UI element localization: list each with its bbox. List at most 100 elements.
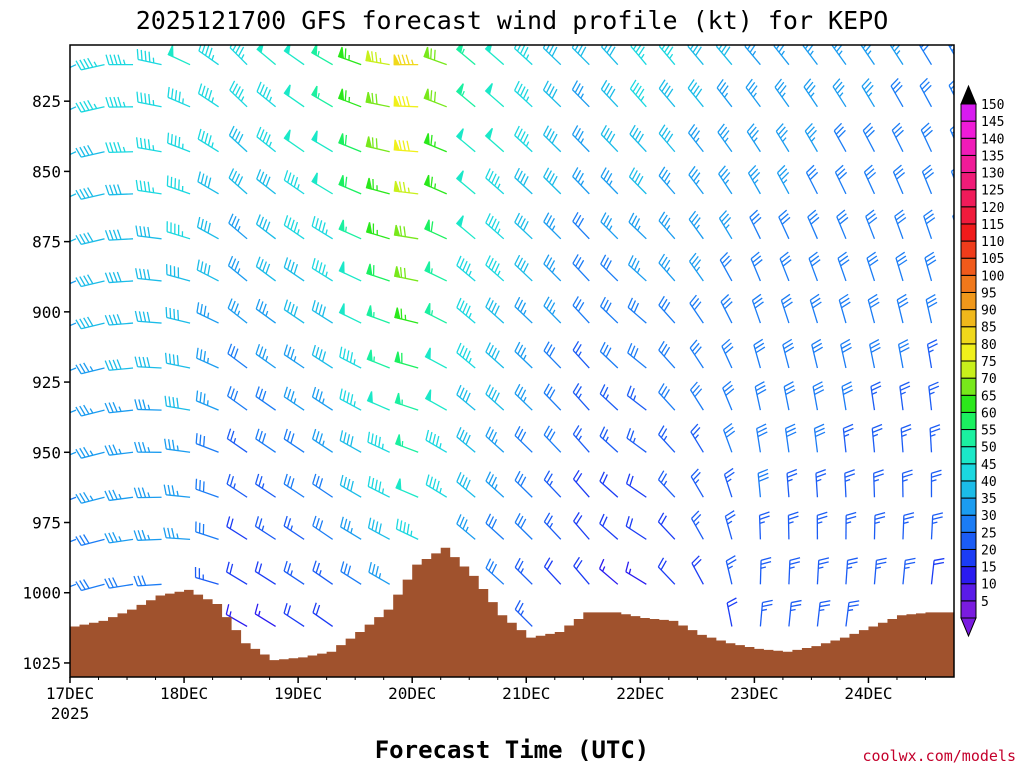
colorbar-swatch [960, 343, 977, 362]
wind-barb [542, 80, 562, 108]
colorbar-swatch [960, 360, 977, 379]
wind-barb [513, 45, 533, 66]
wind-barb [423, 46, 447, 66]
wind-barb [600, 212, 619, 240]
wind-barb [423, 133, 447, 153]
wind-barb [197, 171, 219, 195]
wind-barb [746, 123, 761, 153]
wind-barb [485, 558, 505, 585]
wind-barb [283, 45, 305, 66]
wind-barb [719, 252, 733, 282]
wind-barb [723, 467, 735, 498]
wind-barb [718, 165, 733, 195]
wind-barb [393, 180, 419, 195]
colorbar-label: 150 [981, 98, 1004, 113]
wind-barb [485, 471, 505, 498]
wind-barb [866, 251, 879, 282]
wind-barb [658, 340, 676, 369]
wind-barb [227, 298, 248, 324]
wind-barb [600, 124, 619, 153]
wind-barb [255, 298, 276, 324]
wind-barb [788, 557, 801, 585]
colorbar-label: 85 [981, 321, 997, 336]
wind-barb [455, 128, 476, 153]
wind-barb [802, 45, 818, 66]
wind-barb [196, 259, 219, 282]
wind-barb [337, 46, 362, 66]
colorbar-label: 95 [981, 286, 997, 301]
wind-barb [658, 79, 676, 108]
colorbar-label: 30 [981, 509, 997, 524]
wind-barb [757, 468, 769, 498]
wind-barb [256, 126, 277, 153]
wind-barb [104, 531, 134, 544]
colorbar-legend: 5 10 15 20 25 30 35 40 45 50 55 60 65 70 75 80 85 90 95 100… [960, 84, 1004, 638]
wind-barb [197, 83, 219, 108]
wind-barb [514, 125, 533, 153]
wind-barb [196, 347, 219, 369]
wind-barb [571, 80, 590, 108]
wind-barb [786, 468, 798, 498]
wind-barb [167, 45, 191, 66]
wind-barb [195, 478, 219, 498]
wind-barb [194, 567, 219, 585]
wind-barb [104, 577, 134, 589]
colorbar-label: 15 [981, 561, 997, 576]
wind-barb [164, 352, 191, 369]
wind-barb [514, 383, 533, 411]
wind-barb [626, 385, 647, 411]
wind-barb [133, 575, 162, 587]
colorbar-top-arrow [960, 84, 977, 105]
wind-barb [366, 349, 390, 369]
wind-barb [861, 78, 876, 108]
wind-barb [254, 473, 276, 498]
wind-barb [456, 255, 476, 282]
colorbar-label: 5 [981, 595, 989, 610]
colorbar-swatch [960, 446, 977, 465]
wind-barb [366, 305, 390, 324]
wind-barb [716, 78, 733, 108]
wind-barb [167, 132, 191, 153]
wind-barb [394, 307, 419, 324]
wind-barb [690, 468, 704, 498]
wind-barbs [70, 45, 954, 628]
wind-barb [104, 444, 134, 456]
wind-barb [625, 561, 647, 585]
wind-barb [195, 521, 219, 540]
x-tick-label: 20DEC [388, 684, 436, 703]
wind-barb [228, 168, 248, 195]
wind-barb [368, 561, 391, 585]
wind-barb [688, 123, 704, 153]
wind-barb [813, 423, 826, 453]
wind-barb [718, 210, 733, 240]
wind-barb [844, 469, 856, 498]
colorbar-swatch [960, 463, 977, 482]
wind-barb [837, 251, 850, 282]
wind-barb [104, 271, 134, 284]
wind-barb [312, 515, 334, 540]
wind-barb [105, 54, 134, 66]
wind-barb [749, 209, 762, 240]
y-tick-label: 975 [32, 514, 61, 533]
wind-barb [311, 428, 334, 453]
wind-barb [227, 255, 248, 282]
wind-barb [841, 381, 853, 411]
wind-barb [599, 296, 619, 324]
colorbar-label: 120 [981, 201, 1004, 216]
wind-barb [365, 50, 390, 66]
x-tick-label: 24DEC [844, 684, 892, 703]
chart-title: 2025121700 GFS forecast wind profile (kt… [136, 6, 889, 35]
wind-barb [165, 307, 191, 324]
wind-barb [600, 254, 619, 282]
wind-barb [104, 401, 134, 414]
wind-barb [808, 251, 821, 282]
wind-barb [456, 471, 476, 498]
wind-barb [424, 303, 448, 324]
wind-barb [70, 496, 77, 501]
wind-barb [514, 512, 533, 540]
wind-barb [196, 302, 219, 324]
wind-barb [75, 446, 105, 459]
wind-barb [572, 383, 590, 411]
wind-barb [720, 293, 733, 324]
wind-barb [863, 164, 877, 195]
